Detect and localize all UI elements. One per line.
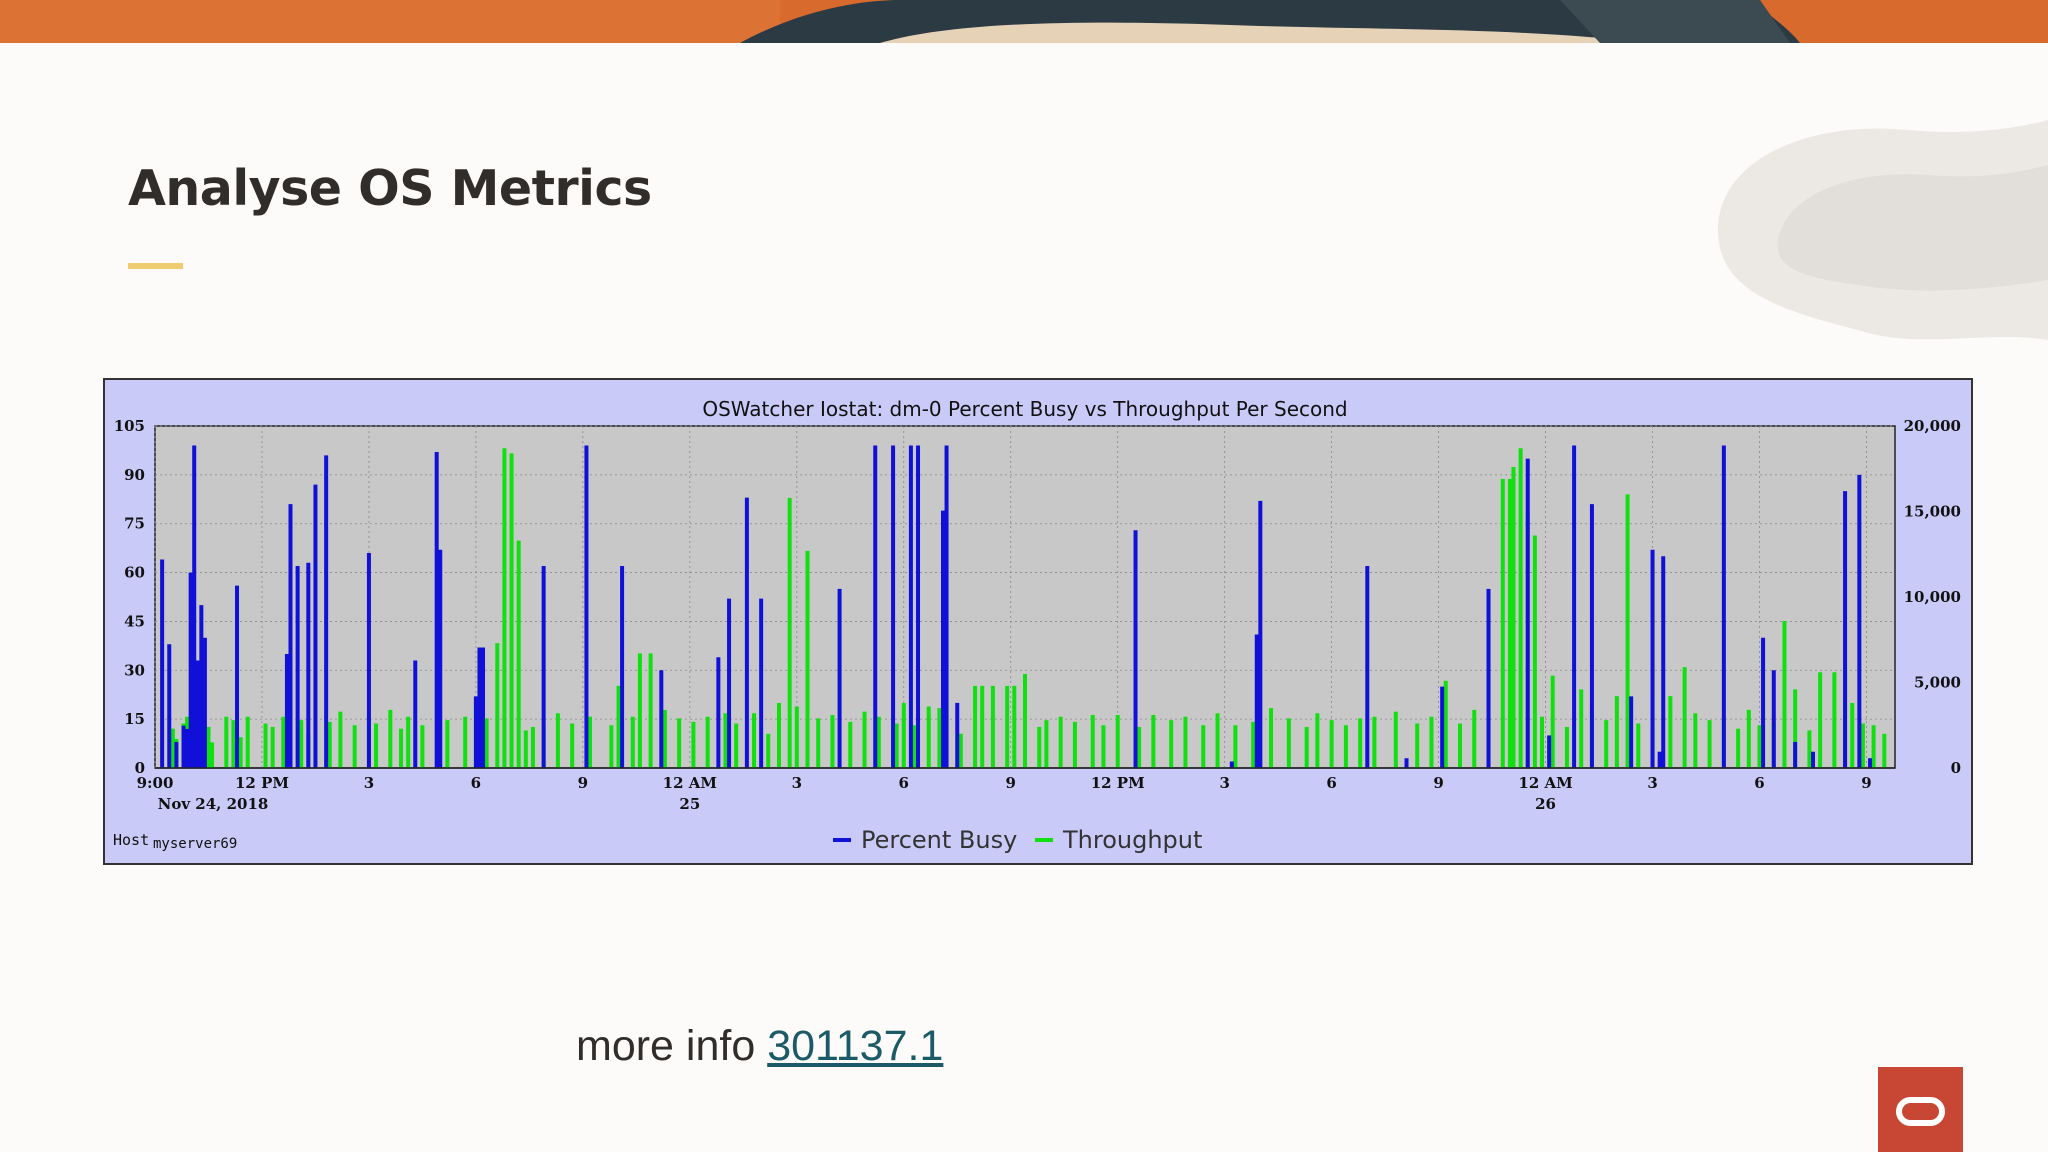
x-tick-label: 9:00	[137, 774, 174, 792]
title-accent-bar	[128, 263, 183, 269]
x-tick-label: 6	[1754, 774, 1764, 792]
left-tick-label: 105	[114, 417, 145, 435]
chart-legend: Percent Busy Throughput	[833, 826, 1202, 854]
more-info: more info 301137.1	[576, 1022, 943, 1071]
doc-id-link[interactable]: 301137.1	[767, 1022, 944, 1070]
chart-canvas: OSWatcher Iostat: dm-0 Percent Busy vs T…	[113, 397, 1961, 854]
top-banner-art	[0, 0, 2048, 43]
oracle-ring-icon	[1896, 1097, 1945, 1126]
x-tick-sublabel: 26	[1535, 795, 1556, 813]
x-tick-label: 12 AM	[1518, 774, 1572, 792]
legend-label-throughput: Throughput	[1062, 826, 1202, 854]
decorative-pattern	[1718, 120, 2048, 340]
left-axis-ticks: 0 15 30 45 60 75 90 105	[114, 417, 145, 777]
x-tick-label: 9	[578, 774, 588, 792]
series-layer	[155, 445, 1895, 769]
slide-title: Analyse OS Metrics	[128, 160, 652, 217]
x-tick-sublabel: Nov 24, 2018	[158, 795, 269, 813]
chart-title: OSWatcher Iostat: dm-0 Percent Busy vs T…	[702, 397, 1347, 421]
series-percent-busy	[160, 445, 1873, 768]
grid-lines	[154, 425, 1895, 769]
x-tick-label: 9	[1006, 774, 1016, 792]
legend-label-percent-busy: Percent Busy	[861, 826, 1017, 854]
left-tick-label: 15	[124, 710, 145, 728]
left-tick-label: 0	[135, 759, 145, 777]
host-value: myserver69	[153, 836, 237, 852]
right-tick-label: 0	[1951, 759, 1961, 777]
x-tick-label: 6	[471, 774, 481, 792]
left-tick-label: 75	[124, 515, 145, 533]
more-info-label: more info	[576, 1022, 756, 1070]
x-axis-ticks: 9:00 Nov 24, 2018 12 PM 3 6 9 12 AM 25 3 6 9 12 PM 3…	[137, 774, 1872, 813]
x-tick-label: 3	[792, 774, 802, 792]
series-throughput	[170, 448, 1887, 768]
x-tick-label: 3	[364, 774, 374, 792]
x-tick-label: 12 PM	[1091, 774, 1145, 792]
x-tick-label: 12 AM	[663, 774, 717, 792]
x-tick-sublabel: 25	[679, 795, 700, 813]
oracle-logo	[1878, 1067, 1963, 1152]
x-tick-label: 12 PM	[235, 774, 289, 792]
right-tick-label: 20,000	[1904, 417, 1961, 435]
x-tick-label: 3	[1219, 774, 1229, 792]
left-tick-label: 45	[124, 612, 145, 630]
x-tick-label: 6	[899, 774, 909, 792]
right-tick-label: 10,000	[1904, 588, 1961, 606]
x-tick-label: 9	[1861, 774, 1871, 792]
right-tick-label: 5,000	[1914, 674, 1961, 692]
left-tick-label: 90	[124, 466, 145, 484]
right-tick-label: 15,000	[1904, 503, 1961, 521]
iostat-chart: OSWatcher Iostat: dm-0 Percent Busy vs T…	[103, 378, 1973, 865]
right-axis-ticks: 0 5,000 10,000 15,000 20,000	[1904, 417, 1961, 777]
x-tick-label: 3	[1647, 774, 1657, 792]
host-label: Host	[113, 831, 149, 849]
left-tick-label: 60	[124, 564, 145, 582]
left-tick-label: 30	[124, 661, 145, 679]
x-tick-label: 9	[1433, 774, 1443, 792]
x-tick-label: 6	[1326, 774, 1336, 792]
